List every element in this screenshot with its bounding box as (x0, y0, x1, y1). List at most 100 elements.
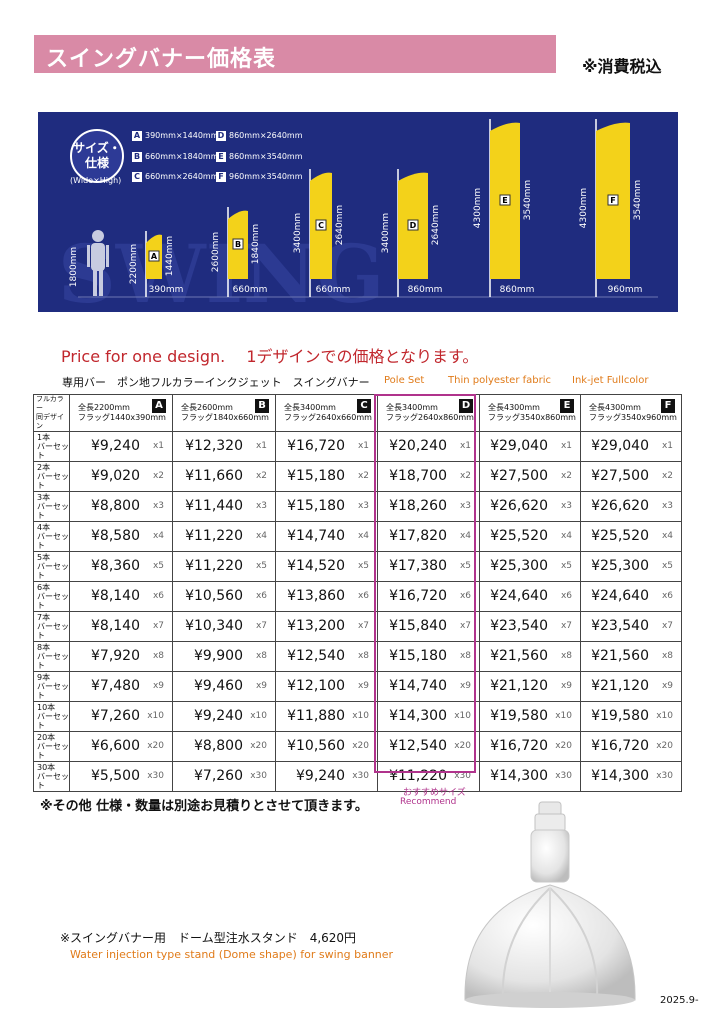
subheading-jp: 専用バー ポン地フルカラーインクジェット スイングバナー (62, 376, 370, 389)
price-cell: ¥25,300 x5 (580, 551, 682, 582)
price-cell: ¥9,240 x1 (69, 431, 173, 462)
banner-total-height: 3400mm (293, 213, 303, 253)
quantity-multiplier: x1 (255, 441, 267, 451)
price-cell: ¥15,180 x2 (275, 461, 378, 492)
quantity: 1本 (37, 433, 51, 442)
banner-letter: D (410, 221, 417, 230)
banner-f: F 4300mm 3540mm 960mm (579, 119, 643, 297)
price-cell: ¥17,820 x4 (377, 521, 480, 552)
unit-price: ¥11,440 (185, 498, 243, 514)
unit-price: ¥25,520 (591, 528, 649, 544)
quantity-multiplier: x30 (352, 771, 369, 781)
price-cell: ¥19,580 x10 (479, 701, 581, 732)
unit-price: ¥14,300 (389, 708, 447, 724)
quantity-cell: 6本 バーセット (33, 581, 70, 612)
price-cell: ¥20,240 x1 (377, 431, 480, 462)
unit-price: ¥13,860 (287, 588, 345, 604)
quantity-multiplier: x8 (152, 651, 164, 661)
quantity-multiplier: x6 (357, 591, 369, 601)
price-cell: ¥11,660 x2 (172, 461, 276, 492)
quantity-cell: 30本 バーセット (33, 761, 70, 792)
quantity: 20本 (37, 733, 56, 742)
table-row: 3本 バーセット ¥8,800 x3 ¥11,440 x3 ¥15,180 x3 ¥18,260… (33, 491, 682, 522)
unit-price: ¥8,140 (91, 588, 140, 604)
unit-price: ¥11,220 (389, 768, 447, 784)
quantity-multiplier: x30 (147, 771, 164, 781)
price-cell: ¥16,720 x6 (377, 581, 480, 612)
quantity-multiplier: x4 (152, 531, 164, 541)
quantity-unit: バーセット (37, 622, 69, 640)
price-table-wrap: フルカラー 同デザイン A 全長2200mm フラッグ1440x390mm B 全長2600… (33, 394, 682, 792)
price-cell: ¥10,340 x7 (172, 611, 276, 642)
price-cell: ¥11,220 x4 (172, 521, 276, 552)
quantity-multiplier: x3 (560, 501, 572, 511)
price-cell: ¥10,560 x6 (172, 581, 276, 612)
corner-line1: フルカラー (36, 395, 64, 412)
column-flag-size: フラッグ2640x660mm (284, 413, 372, 422)
quantity-cell: 3本 バーセット (33, 491, 70, 522)
column-total-length: 全長4300mm (488, 403, 540, 412)
price-cell: ¥7,260 x30 (172, 761, 276, 792)
unit-price: ¥17,820 (389, 528, 447, 544)
column-total-length: 全長2600mm (181, 403, 233, 412)
quantity-multiplier: x9 (560, 681, 572, 691)
unit-price: ¥11,880 (287, 708, 345, 724)
table-row: 8本 バーセット ¥7,920 x8 ¥9,900 x8 ¥12,540 x8 ¥15,180 x… (33, 641, 682, 672)
price-cell: ¥6,600 x20 (69, 731, 173, 762)
quantity-unit: バーセット (37, 502, 69, 520)
quantity-multiplier: x8 (357, 651, 369, 661)
recommend-label-en: Recommend (400, 797, 457, 807)
quantity-multiplier: x5 (459, 561, 471, 571)
unit-price: ¥13,200 (287, 618, 345, 634)
quantity-multiplier: x10 (250, 711, 267, 721)
banner-letter-box (407, 219, 419, 231)
price-cell: ¥21,120 x9 (479, 671, 581, 702)
price-cell: ¥15,180 x8 (377, 641, 480, 672)
unit-price: ¥18,260 (389, 498, 447, 514)
unit-price: ¥9,460 (194, 678, 243, 694)
quantity-unit: バーセット (37, 652, 69, 670)
quantity-multiplier: x30 (250, 771, 267, 781)
price-cell: ¥23,540 x7 (479, 611, 581, 642)
quantity-multiplier: x6 (152, 591, 164, 601)
price-cell: ¥16,720 x20 (580, 731, 682, 762)
revision-date: 2025.9- (660, 995, 699, 1006)
unit-price: ¥10,560 (185, 588, 243, 604)
price-cell: ¥15,180 x3 (275, 491, 378, 522)
quantity-unit: バーセット (37, 532, 69, 550)
price-cell: ¥5,500 x30 (69, 761, 173, 792)
banner-letter: B (235, 240, 241, 249)
quantity-multiplier: x6 (459, 591, 471, 601)
quantity-multiplier: x5 (661, 561, 673, 571)
quantity-multiplier: x20 (250, 741, 267, 751)
unit-price: ¥23,540 (490, 618, 548, 634)
quantity-multiplier: x8 (255, 651, 267, 661)
unit-price: ¥14,300 (591, 768, 649, 784)
price-cell: ¥18,700 x2 (377, 461, 480, 492)
price-cell: ¥9,240 x30 (275, 761, 378, 792)
banner-c: C 3400mm 2640mm 660mm (293, 169, 350, 297)
unit-price: ¥15,180 (287, 498, 345, 514)
quantity-multiplier: x10 (352, 711, 369, 721)
banner-letter-box (607, 194, 619, 206)
quantity: 5本 (37, 553, 51, 562)
price-cell: ¥9,460 x9 (172, 671, 276, 702)
quantity-multiplier: x8 (560, 651, 572, 661)
column-header-a: A 全長2200mm フラッグ1440x390mm (69, 394, 173, 432)
price-cell: ¥25,520 x4 (479, 521, 581, 552)
price-cell: ¥14,740 x4 (275, 521, 378, 552)
price-cell: ¥14,300 x30 (479, 761, 581, 792)
quantity-multiplier: x2 (661, 471, 673, 481)
unit-price: ¥14,740 (287, 528, 345, 544)
quantity-unit: バーセット (37, 442, 69, 460)
column-letter: B (255, 399, 269, 413)
table-row: 30本 バーセット ¥5,500 x30 ¥7,260 x30 ¥9,240 x30 ¥11,2… (33, 761, 682, 792)
unit-price: ¥7,260 (91, 708, 140, 724)
price-cell: ¥25,300 x5 (479, 551, 581, 582)
unit-price: ¥16,720 (490, 738, 548, 754)
banner-letter-box (499, 194, 511, 206)
spec-item-c: C 660mm×2640mm (132, 172, 219, 182)
quantity: 4本 (37, 523, 51, 532)
spec-item-f: F 960mm×3540mm (216, 172, 303, 182)
price-cell: ¥14,740 x9 (377, 671, 480, 702)
